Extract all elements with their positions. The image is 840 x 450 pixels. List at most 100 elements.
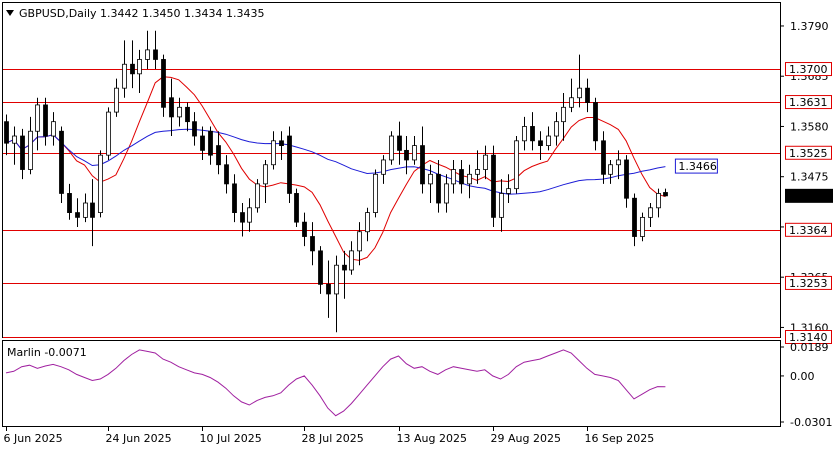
time-tick-label: 24 Jun 2025 (106, 432, 172, 445)
candle-body (577, 87, 582, 99)
oscillator-tick-label: 0.0189 (790, 341, 829, 354)
candle (271, 131, 276, 170)
candle (342, 250, 347, 299)
candle-body (357, 231, 362, 252)
candle (200, 126, 205, 160)
price-tick-label: 1.3580 (790, 120, 829, 133)
price-tags: 1.3700 1.3631 1.3525 1.3364 1.3253 1.3140 1.34… (674, 62, 833, 344)
candle (451, 159, 456, 194)
candle-body (43, 104, 48, 137)
candle-body (624, 159, 629, 199)
candle-body (161, 59, 166, 108)
current-price-tag-label: 1.3435 (789, 190, 828, 203)
candle (546, 126, 551, 151)
candle (35, 97, 40, 151)
candle-body (412, 145, 417, 161)
level-tag-label: 1.3140 (789, 331, 828, 344)
candle-body (373, 173, 378, 213)
candle-body (130, 63, 135, 75)
candle (467, 164, 472, 199)
candle-body (483, 154, 488, 170)
time-tick-label: 16 Sep 2025 (585, 432, 655, 445)
candle (459, 159, 464, 194)
candle (373, 169, 378, 218)
candle-body (35, 104, 40, 132)
candle-body (334, 264, 339, 295)
candle-body (137, 59, 142, 75)
candle (506, 174, 511, 204)
candle (389, 131, 394, 165)
level-tag-box (785, 145, 832, 160)
candle-body (51, 121, 56, 137)
symbol-header: GBPUSD,Daily 1.3442 1.3450 1.3434 1.3435 (19, 7, 264, 20)
candle-body (397, 135, 402, 151)
candle (145, 30, 150, 70)
candle (420, 126, 425, 194)
candle-body (75, 212, 80, 218)
candle-body (404, 149, 409, 161)
candle (616, 150, 621, 180)
triangle-down-icon[interactable] (6, 10, 14, 16)
candle (648, 203, 653, 227)
candle-body (287, 135, 292, 194)
candle (365, 207, 370, 242)
candle-body (459, 169, 464, 185)
candle (232, 174, 237, 223)
candle-body (499, 193, 504, 218)
candle (4, 114, 9, 156)
oscillator-tick-label: 0.00 (790, 370, 815, 383)
candle-body (216, 145, 221, 166)
candle (514, 136, 519, 194)
candle-body (185, 106, 190, 123)
candle-body (310, 236, 315, 252)
candle-body (491, 154, 496, 218)
candle (569, 78, 574, 113)
candle-body (506, 188, 511, 194)
candle (240, 203, 245, 237)
candle-body (569, 97, 574, 108)
candle (247, 198, 252, 232)
candle-body (593, 102, 598, 142)
current-price-tag-box (785, 188, 833, 203)
level-tag-label: 1.3631 (789, 96, 828, 109)
candle (279, 131, 284, 160)
level-tag-label: 1.3525 (789, 147, 828, 160)
candle (75, 198, 80, 227)
candle (475, 150, 480, 184)
candle-body (342, 264, 347, 271)
candle-body (232, 183, 237, 213)
candle-body (326, 283, 331, 295)
candle (334, 255, 339, 333)
candle-body (616, 159, 621, 166)
time-tick-label: 29 Aug 2025 (491, 432, 561, 445)
candle (326, 260, 331, 318)
moving-average-line (5, 76, 666, 261)
level-tag-label: 1.3253 (789, 277, 828, 290)
candle (349, 241, 354, 275)
candle-body (271, 140, 276, 166)
candle-body (389, 135, 394, 161)
candle-body (514, 140, 519, 190)
candle (20, 128, 25, 180)
candle (59, 126, 64, 204)
candle (656, 188, 661, 218)
candle (585, 78, 590, 113)
candle-body (12, 135, 17, 144)
oscillator-tick-label: -0.0301 (790, 416, 832, 429)
candle-body (247, 207, 252, 223)
candle-body (114, 87, 119, 113)
candle (255, 179, 260, 213)
candle-body (428, 173, 433, 185)
candle-body (444, 183, 449, 204)
candle-body (67, 193, 72, 213)
candle-body (436, 173, 441, 204)
candle (632, 193, 637, 247)
candle (310, 222, 315, 266)
candle-body (663, 192, 668, 197)
candle-body (255, 183, 260, 209)
candle (224, 155, 229, 194)
candle-body (153, 49, 158, 60)
candle-body (601, 140, 606, 175)
candle (491, 145, 496, 227)
